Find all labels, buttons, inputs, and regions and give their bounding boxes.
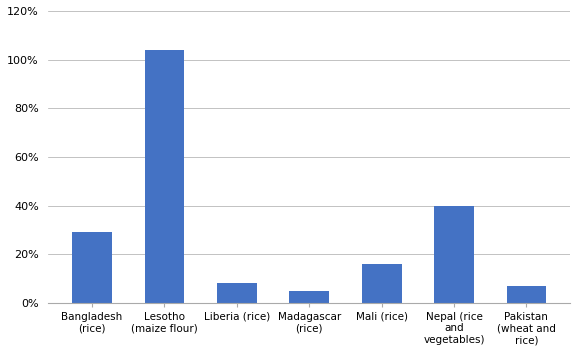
- Bar: [434, 206, 474, 303]
- Bar: [144, 50, 184, 303]
- Bar: [217, 283, 257, 303]
- Bar: [289, 291, 329, 303]
- Bar: [507, 286, 546, 303]
- Bar: [362, 264, 402, 303]
- Bar: [72, 232, 112, 303]
